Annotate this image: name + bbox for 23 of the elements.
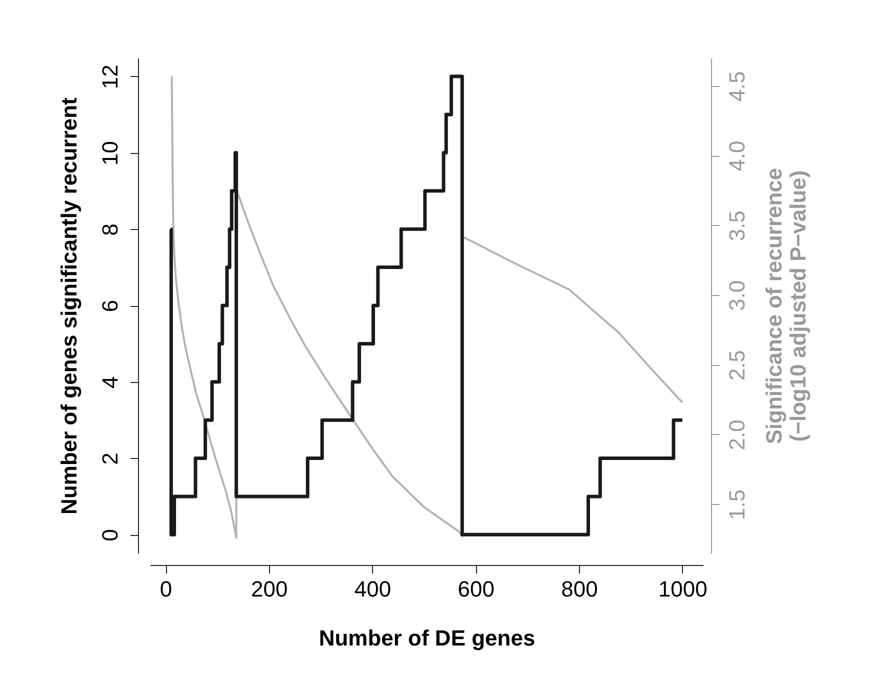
y-tick-label: 4	[98, 376, 122, 389]
y-tick-label: 12	[98, 64, 122, 90]
x-tick-label: 400	[354, 576, 392, 602]
x-tick-label: 0	[160, 576, 172, 602]
y2-tick-label: 3.5	[724, 210, 750, 242]
y-tick-label: 0	[98, 529, 122, 542]
x-tick-label: 1000	[658, 576, 708, 602]
y-tick-label: 10	[98, 140, 122, 166]
y-tick-label: 8	[98, 223, 122, 236]
y2-tick-label: 4.5	[724, 71, 750, 102]
y-axis-title: Number of genes significantly recurrent	[56, 96, 82, 514]
x-axis-title: Number of DE genes	[318, 626, 536, 650]
x-tick-label: 800	[561, 576, 598, 602]
y-tick-label: 6	[98, 300, 122, 312]
y2-axis-title: Significance of recurrence (−log10 adjusted P−value)	[762, 168, 810, 444]
y2-tick-label: 4.0	[724, 140, 750, 172]
y2-tick-label: 2.0	[724, 420, 750, 450]
y-tick-label: 2	[98, 452, 122, 465]
x-tick-label: 200	[251, 576, 288, 602]
y2-tick-label: 2.5	[724, 350, 750, 381]
x-tick-label: 600	[458, 576, 494, 602]
y2-tick-label: 3.0	[724, 280, 750, 311]
y2-tick-label: 1.5	[724, 489, 750, 520]
